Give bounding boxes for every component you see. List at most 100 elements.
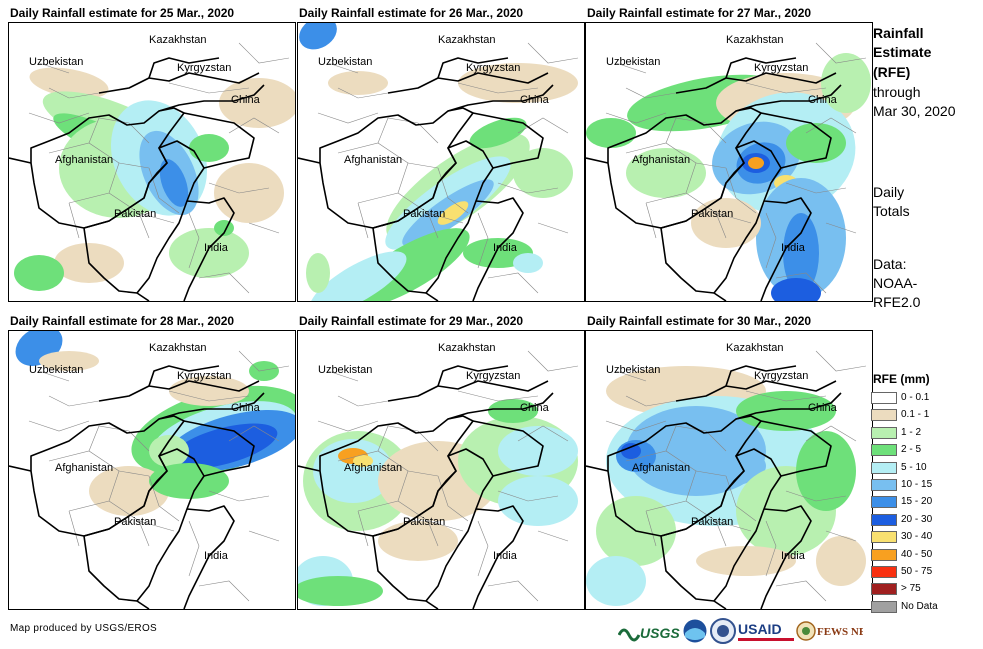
- doc-seal-logo: [710, 618, 736, 644]
- legend-item: No Data: [871, 599, 938, 616]
- legend-item: 10 - 15: [871, 477, 933, 494]
- legend-item: 20 - 30: [871, 512, 932, 529]
- legend-swatch: [871, 565, 897, 578]
- legend-item: 30 - 40: [871, 529, 932, 546]
- rain-area: [39, 351, 99, 371]
- legend-label: 2 - 5: [901, 444, 922, 456]
- rain-area: [586, 556, 646, 606]
- map-panel-30: Daily Rainfall estimate for 30 Mar., 202…: [585, 314, 875, 614]
- rain-area: [249, 361, 279, 381]
- legend-swatch: [871, 531, 897, 544]
- rain-area: [214, 163, 284, 223]
- rain-area: [313, 439, 393, 503]
- rain-area: [437, 201, 469, 225]
- map-svg: Kazakhstan Uzbekistan Kyrgyzstan China Afgha…: [9, 34, 295, 301]
- label-china: China: [520, 402, 550, 414]
- legend-label: 10 - 15: [901, 478, 933, 490]
- rainfall-layer: [299, 23, 578, 301]
- label-uzbekistan: Uzbekistan: [29, 56, 83, 68]
- rainfall-layer: [15, 331, 295, 516]
- label-kazakhstan: Kazakhstan: [726, 342, 783, 354]
- legend-item: 0.1 - 1: [871, 407, 931, 424]
- rain-area: [219, 78, 295, 128]
- usaid-text: USAID: [738, 621, 782, 637]
- rainfall-map: Kazakhstan Uzbekistan Kyrgyzstan China Afgha…: [297, 330, 585, 610]
- rain-area: [89, 466, 169, 516]
- sidebar-title-1: Rainfall: [873, 25, 924, 41]
- label-india: India: [781, 242, 806, 254]
- label-pakistan: Pakistan: [403, 208, 445, 220]
- sidebar-data-src2: RFE2.0: [873, 294, 921, 310]
- province-boundaries: [28, 42, 290, 294]
- rain-area: [189, 134, 229, 162]
- rain-area: [29, 67, 109, 99]
- label-kazakhstan: Kazakhstan: [438, 342, 495, 354]
- sidebar-title-3: (RFE): [873, 64, 911, 80]
- panel-title: Daily Rainfall estimate for 27 Mar., 202…: [587, 6, 812, 20]
- map-credit: Map produced by USGS/EROS: [10, 623, 158, 634]
- rain-area: [691, 198, 761, 248]
- legend-swatch: [871, 426, 897, 439]
- country-boundaries: [9, 57, 265, 301]
- rain-area: [696, 546, 796, 576]
- panel-title: Daily Rainfall estimate for 29 Mar., 202…: [299, 314, 524, 328]
- country-boundaries: [298, 57, 554, 301]
- rainfall-map: Kazakhstan Uzbekistan Kyrgyzstan China Afgha…: [8, 22, 296, 302]
- usaid-logo: USAID: [738, 621, 794, 641]
- legend-swatch: [871, 600, 897, 613]
- rain-area: [498, 476, 578, 526]
- rain-area: [328, 71, 388, 95]
- label-kazakhstan: Kazakhstan: [438, 34, 495, 46]
- label-india: India: [781, 550, 806, 562]
- rain-area: [626, 148, 706, 198]
- panel-title: Daily Rainfall estimate for 30 Mar., 202…: [587, 314, 812, 328]
- legend-swatch: [871, 444, 897, 457]
- rain-area: [299, 23, 337, 50]
- label-india: India: [204, 550, 229, 562]
- legend-item: 15 - 20: [871, 494, 933, 511]
- fewsnet-logo: FEWS NET: [796, 621, 863, 641]
- label-pakistan: Pakistan: [691, 516, 733, 528]
- legend-label: 0 - 0.1: [901, 392, 930, 403]
- rain-area: [786, 123, 846, 163]
- rain-area: [816, 536, 866, 586]
- province-boundaries: [317, 42, 579, 294]
- legend-label: > 75: [901, 583, 921, 595]
- rainfall-map: Kazakhstan Uzbekistan Kyrgyzstan China Afgha…: [585, 330, 873, 610]
- label-pakistan: Pakistan: [403, 516, 445, 528]
- label-pakistan: Pakistan: [114, 516, 156, 528]
- map-panel-26: Daily Rainfall estimate for 26 Mar., 202…: [297, 6, 587, 306]
- legend-label: 1 - 2: [901, 426, 922, 438]
- label-china: China: [808, 94, 838, 106]
- legend-item: 2 - 5: [871, 442, 931, 459]
- legend: 0 - 0.1 0.1 - 1 1 - 2 2 - 5 5 - 10 10 - 15 15 …: [871, 390, 938, 616]
- label-india: India: [493, 242, 518, 254]
- rainfall-layer: [586, 53, 871, 301]
- map-panel-25: Daily Rainfall estimate for 25 Mar., 202…: [8, 6, 298, 306]
- legend-swatch: [871, 478, 897, 491]
- label-uzbekistan: Uzbekistan: [318, 56, 372, 68]
- rain-area: [513, 253, 543, 273]
- legend-label: 50 - 75: [901, 565, 933, 577]
- map-svg: Kazakhstan Uzbekistan Kyrgyzstan China Afgha…: [586, 342, 867, 609]
- sidebar-totals: Totals: [873, 203, 910, 219]
- label-china: China: [231, 94, 261, 106]
- legend-label: 15 - 20: [901, 496, 933, 508]
- legend-swatch: [871, 548, 897, 561]
- label-uzbekistan: Uzbekistan: [318, 364, 372, 376]
- legend-swatch: [871, 409, 897, 422]
- rain-area: [498, 426, 578, 476]
- rain-area: [771, 278, 821, 301]
- country-boundaries: [9, 365, 265, 609]
- label-kazakhstan: Kazakhstan: [726, 34, 783, 46]
- legend-item: 5 - 10: [871, 460, 931, 477]
- legend-swatch: [871, 392, 897, 404]
- legend-swatch: [871, 513, 897, 526]
- label-uzbekistan: Uzbekistan: [606, 364, 660, 376]
- rain-area: [306, 253, 330, 293]
- label-kyrgyzstan: Kyrgyzstan: [754, 370, 808, 382]
- rain-area: [621, 443, 641, 459]
- label-kyrgyzstan: Kyrgyzstan: [466, 62, 520, 74]
- panel-title: Daily Rainfall estimate for 25 Mar., 202…: [10, 6, 235, 20]
- rain-area: [14, 255, 64, 291]
